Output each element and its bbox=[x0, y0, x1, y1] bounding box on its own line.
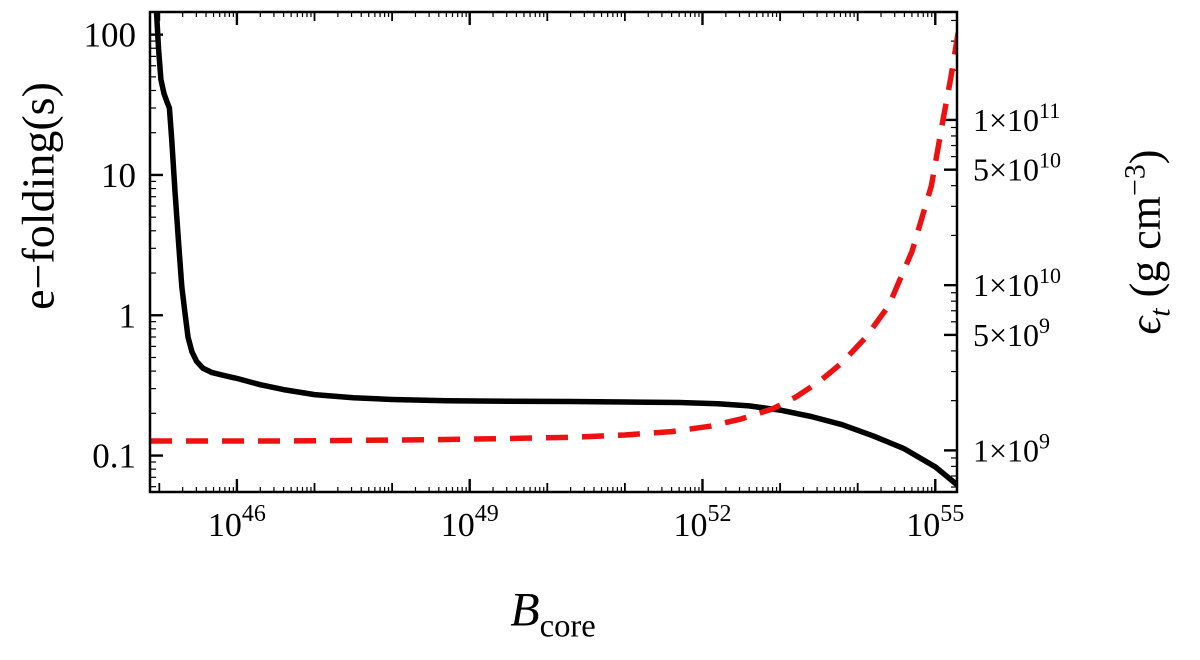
left-tick-label: 100 bbox=[84, 16, 137, 55]
right-tick-label: 5×1010 bbox=[973, 148, 1061, 188]
left-tick-label: 0.1 bbox=[92, 437, 136, 476]
epsilon-icon: ϵ bbox=[1120, 316, 1170, 335]
right-tick-label: 1×1011 bbox=[973, 98, 1060, 138]
x-axis-label: Bcore bbox=[510, 583, 595, 646]
x-tick-label: 1046 bbox=[208, 501, 266, 544]
series-e-folding-time bbox=[153, 12, 957, 487]
right-units-exponent: −3 bbox=[1118, 164, 1152, 197]
right-axis-ticks: 1×109 5×109 1×1010 5×1010 1×1011 bbox=[944, 19, 1061, 488]
x-tick-label: 1052 bbox=[673, 501, 731, 544]
right-tick-label: 1×1010 bbox=[973, 263, 1061, 303]
x-tick-label: 1049 bbox=[441, 501, 499, 544]
x-axis-symbol: B bbox=[510, 583, 540, 637]
left-axis-ticks: 0.1 1 10 100 bbox=[84, 16, 163, 488]
x-axis-subscript: core bbox=[539, 608, 596, 645]
series-epsilon-t bbox=[150, 29, 957, 444]
right-axis-label: ϵt (g cm−3) bbox=[1118, 150, 1177, 335]
left-tick-label: 10 bbox=[101, 156, 136, 195]
left-tick-label: 1 bbox=[119, 296, 137, 335]
right-units-suffix: ) bbox=[1120, 149, 1170, 165]
x-axis-ticks: 1046 1049 1052 1055 bbox=[158, 12, 964, 544]
right-units-prefix: (g cm bbox=[1120, 196, 1170, 309]
x-tick-label: 1055 bbox=[906, 501, 964, 544]
right-tick-label: 1×109 bbox=[973, 428, 1050, 468]
epsilon-subscript: t bbox=[1143, 308, 1177, 317]
right-tick-label: 5×109 bbox=[973, 313, 1050, 353]
left-axis-label: e−folding(s) bbox=[12, 82, 64, 310]
plot-frame bbox=[148, 10, 959, 494]
